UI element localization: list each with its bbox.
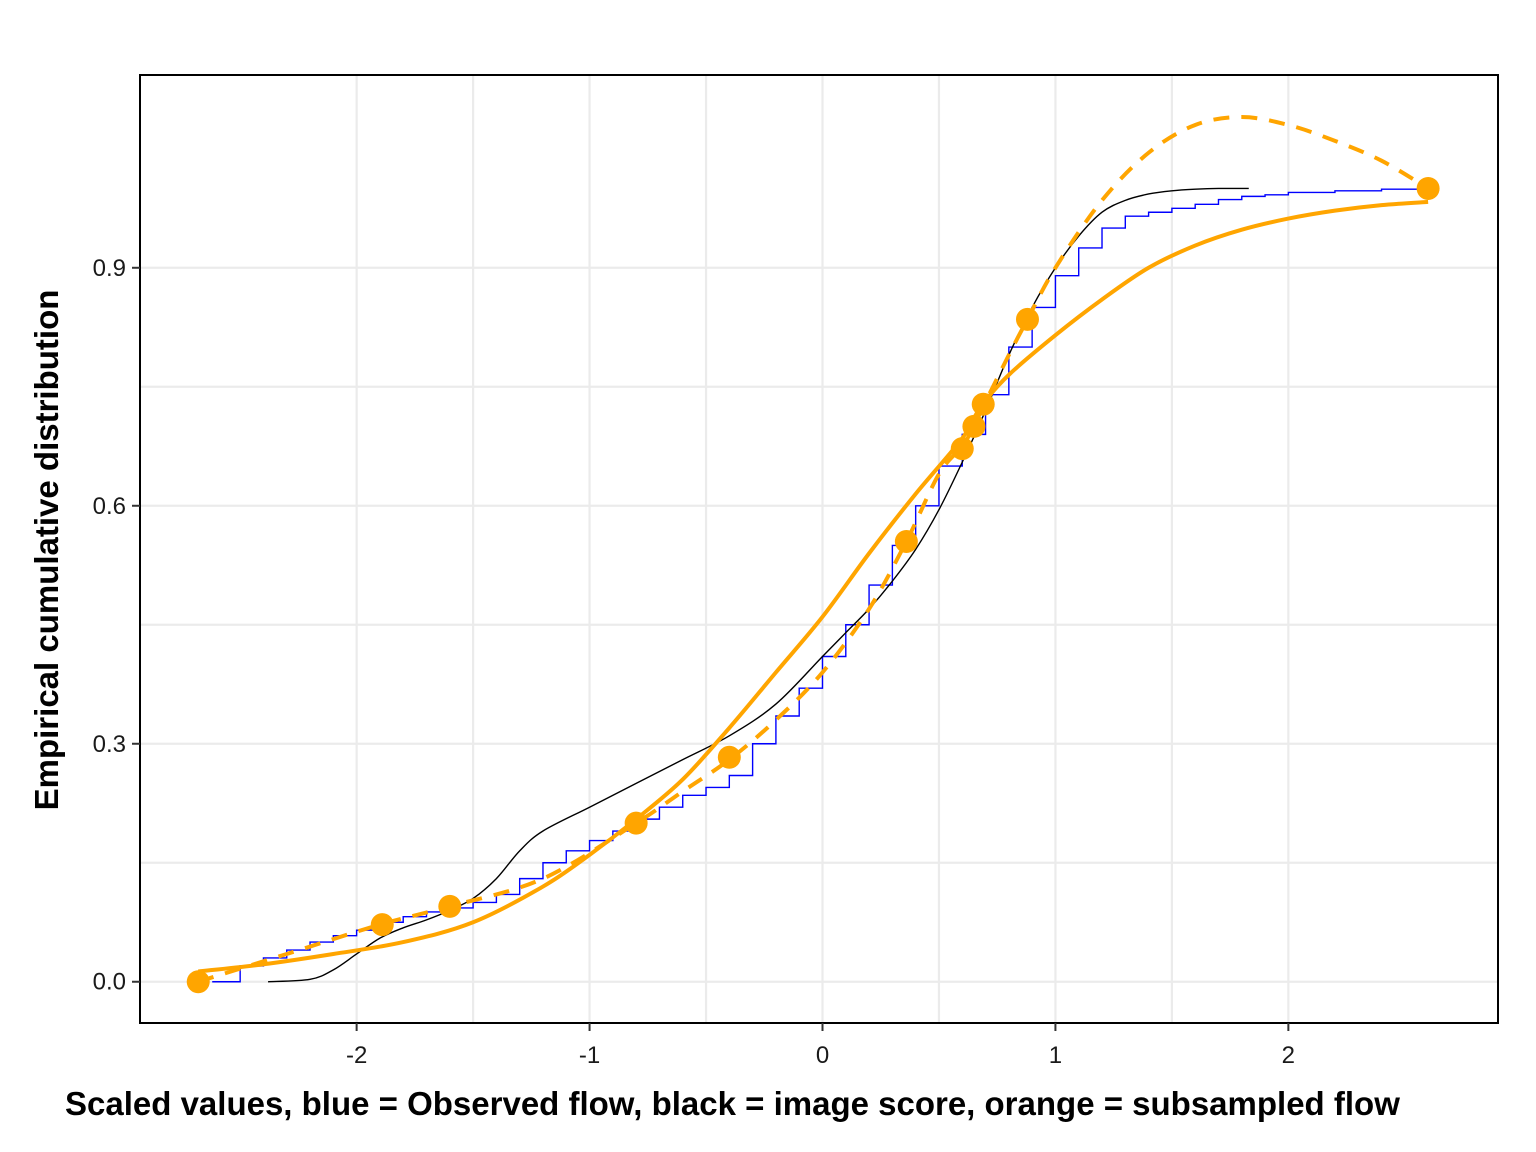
subsampled-flow-point — [370, 913, 394, 937]
subsampled-flow-point — [962, 414, 986, 438]
grid — [140, 75, 1498, 1023]
x-tick-label: 1 — [1049, 1042, 1062, 1069]
y-tick-label: 0.6 — [93, 493, 126, 520]
y-tick-label: 0.3 — [93, 731, 126, 758]
observed-flow-ecdf-line — [212, 188, 1429, 983]
x-tick-label: 0 — [816, 1042, 829, 1069]
subsampled-flow-point — [1015, 307, 1039, 331]
subsampled-flow-point — [624, 811, 648, 835]
subsampled-flow-point — [186, 970, 210, 994]
plot-series — [186, 115, 1440, 994]
image-score-ecdf-line — [268, 187, 1249, 983]
y-tick-label: 0.0 — [93, 969, 126, 996]
subsampled-flow-dashed-line — [197, 115, 1430, 984]
x-tick-label: -1 — [579, 1042, 600, 1069]
y-tick-label: 0.9 — [93, 255, 126, 282]
x-tick-label: 2 — [1282, 1042, 1295, 1069]
subsampled-flow-fit-line — [198, 199, 1429, 974]
subsampled-flow-point — [717, 745, 741, 769]
subsampled-flow-point — [950, 437, 974, 461]
subsampled-flow-point — [894, 529, 918, 553]
x-tick-label: -2 — [346, 1042, 367, 1069]
axes: -2 -1 0 1 2 0.0 0.3 0.6 0.9 — [93, 255, 1295, 1069]
y-axis-title: Empirical cumulative distribution — [28, 290, 65, 811]
subsampled-flow-point — [438, 894, 462, 918]
subsampled-flow-point — [971, 392, 995, 416]
subsampled-flow-point — [1416, 176, 1440, 200]
x-axis-title: Scaled values, blue = Observed flow, bla… — [65, 1085, 1400, 1122]
panel-border — [139, 74, 1499, 1024]
